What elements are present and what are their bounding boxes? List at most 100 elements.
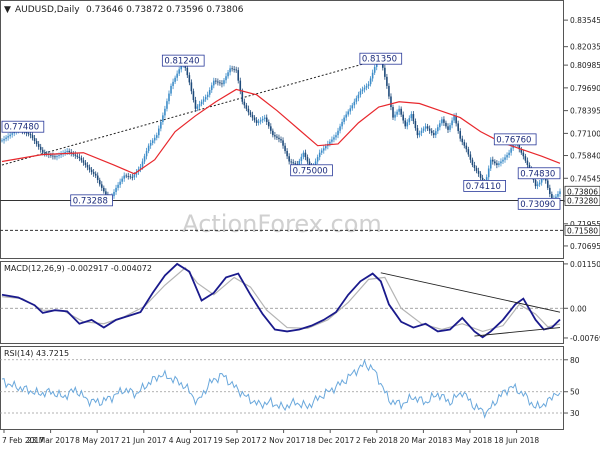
candle-body (398, 108, 400, 112)
candle-body (158, 128, 160, 136)
candle-body (72, 153, 75, 155)
candle-body (412, 114, 415, 122)
candle-body (50, 154, 52, 156)
candle-body (215, 80, 217, 82)
candle-body (192, 91, 195, 100)
candle-body (341, 121, 343, 127)
candle-body (96, 175, 99, 180)
candle-body (257, 121, 260, 123)
candle-body (131, 176, 134, 178)
candle-body (100, 184, 103, 188)
price-annotation-label: 0.81350 (362, 55, 397, 65)
candle-body (105, 191, 107, 195)
candle-body (453, 115, 455, 121)
candle-body (477, 170, 480, 174)
candle-body (335, 135, 337, 138)
candle-body (294, 163, 297, 165)
candle-body (443, 119, 445, 123)
candle-body (322, 148, 325, 151)
price-annotation-label: 0.75000 (293, 166, 328, 176)
candle-body (359, 91, 362, 95)
candle-body (361, 89, 364, 92)
x-tick-label: 19 Sep 2017 (213, 436, 261, 445)
candle-body (534, 179, 537, 187)
price-annotation-box (463, 180, 506, 192)
rsi-tick-label: 30 (570, 409, 580, 418)
dropdown-icon[interactable]: ▼ (4, 5, 11, 15)
candle-body (194, 99, 197, 109)
candle-body (280, 139, 282, 141)
candle-body (210, 85, 213, 91)
candle-body (78, 156, 81, 158)
candle-body (198, 104, 201, 107)
price-trendline (1, 60, 373, 166)
candle-body (355, 98, 358, 102)
candle-body (186, 67, 189, 76)
candle-body (549, 187, 551, 195)
candle-body (390, 96, 392, 108)
candle-body (208, 90, 211, 95)
macd-panel-frame (0, 261, 564, 344)
candle-body (143, 156, 146, 162)
candle-body (168, 93, 170, 102)
candle-body (292, 162, 295, 164)
candle-body (241, 91, 244, 102)
candle-body (430, 130, 433, 133)
candle-body (190, 82, 193, 92)
candle-body (331, 139, 333, 142)
candle-body (282, 140, 284, 146)
symbol-label: AUDUSD,Daily (15, 5, 80, 15)
candle-body (439, 123, 441, 128)
price-tick-label: 0.75840 (570, 152, 600, 161)
price-tick-label: 0.71955 (570, 220, 600, 229)
price-tick-label: 0.70695 (570, 242, 600, 251)
x-tick-label: 21 Jun 2017 (121, 436, 166, 445)
candle-body (84, 162, 87, 166)
candle-body (245, 105, 248, 109)
candle-body (559, 191, 561, 195)
price-annotation-box (359, 52, 403, 65)
candle-body (115, 187, 117, 192)
candle-body (123, 175, 125, 179)
macd-trendline (380, 272, 561, 313)
candle-body (225, 76, 227, 81)
candle-body (420, 130, 423, 133)
candle-body (410, 114, 413, 119)
candle-body (496, 163, 498, 166)
candle-body (394, 114, 396, 118)
candle-body (133, 174, 136, 178)
candle-body (437, 127, 439, 132)
candle-body (155, 135, 158, 138)
price-annotation-label: 0.73090 (520, 200, 555, 210)
candle-body (259, 120, 262, 122)
candle-body (162, 115, 164, 122)
moving-average-line (1, 88, 561, 175)
candle-body (1, 140, 3, 142)
x-tick-label: 4 Aug 2017 (169, 436, 212, 445)
candle-body (217, 81, 219, 83)
candle-body (422, 128, 425, 131)
candle-body (33, 138, 36, 141)
candle-body (347, 111, 350, 115)
candle-body (37, 143, 40, 147)
candle-body (227, 72, 229, 77)
price-annotation-box (290, 164, 333, 177)
candle-body (223, 80, 225, 85)
price-tick-label: 0.78395 (570, 107, 600, 116)
price-tag-label: 0.73806 (567, 187, 598, 196)
candle-body (188, 75, 191, 83)
candle-body (298, 160, 301, 166)
candle-body (98, 179, 101, 185)
candle-body (129, 176, 132, 178)
candle-body (251, 114, 254, 118)
candle-body (278, 137, 280, 140)
candle-body (290, 161, 292, 163)
candle-body (145, 150, 148, 157)
candle-body (418, 132, 421, 136)
candle-body (353, 101, 356, 106)
candle-body (174, 77, 176, 82)
candle-body (304, 152, 307, 158)
candle-body (233, 68, 235, 70)
candle-body (536, 184, 539, 187)
candle-body (473, 165, 476, 168)
